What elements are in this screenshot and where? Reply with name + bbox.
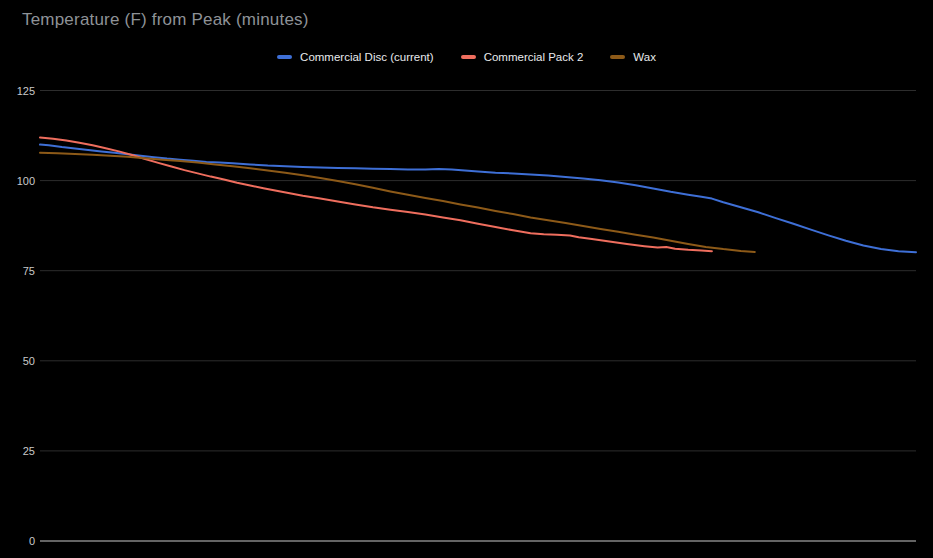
plot-area: [0, 0, 933, 558]
y-axis-tick-label: 75: [0, 265, 35, 277]
chart: Temperature (F) from Peak (minutes) Comm…: [0, 0, 933, 558]
y-axis-tick-label: 125: [0, 85, 35, 97]
y-axis-tick-label: 0: [0, 535, 35, 547]
y-axis-tick-label: 50: [0, 355, 35, 367]
series-line-wax: [40, 153, 755, 252]
series-line-commercial-pack-2: [40, 137, 712, 251]
y-axis-tick-label: 25: [0, 445, 35, 457]
y-axis-tick-label: 100: [0, 175, 35, 187]
